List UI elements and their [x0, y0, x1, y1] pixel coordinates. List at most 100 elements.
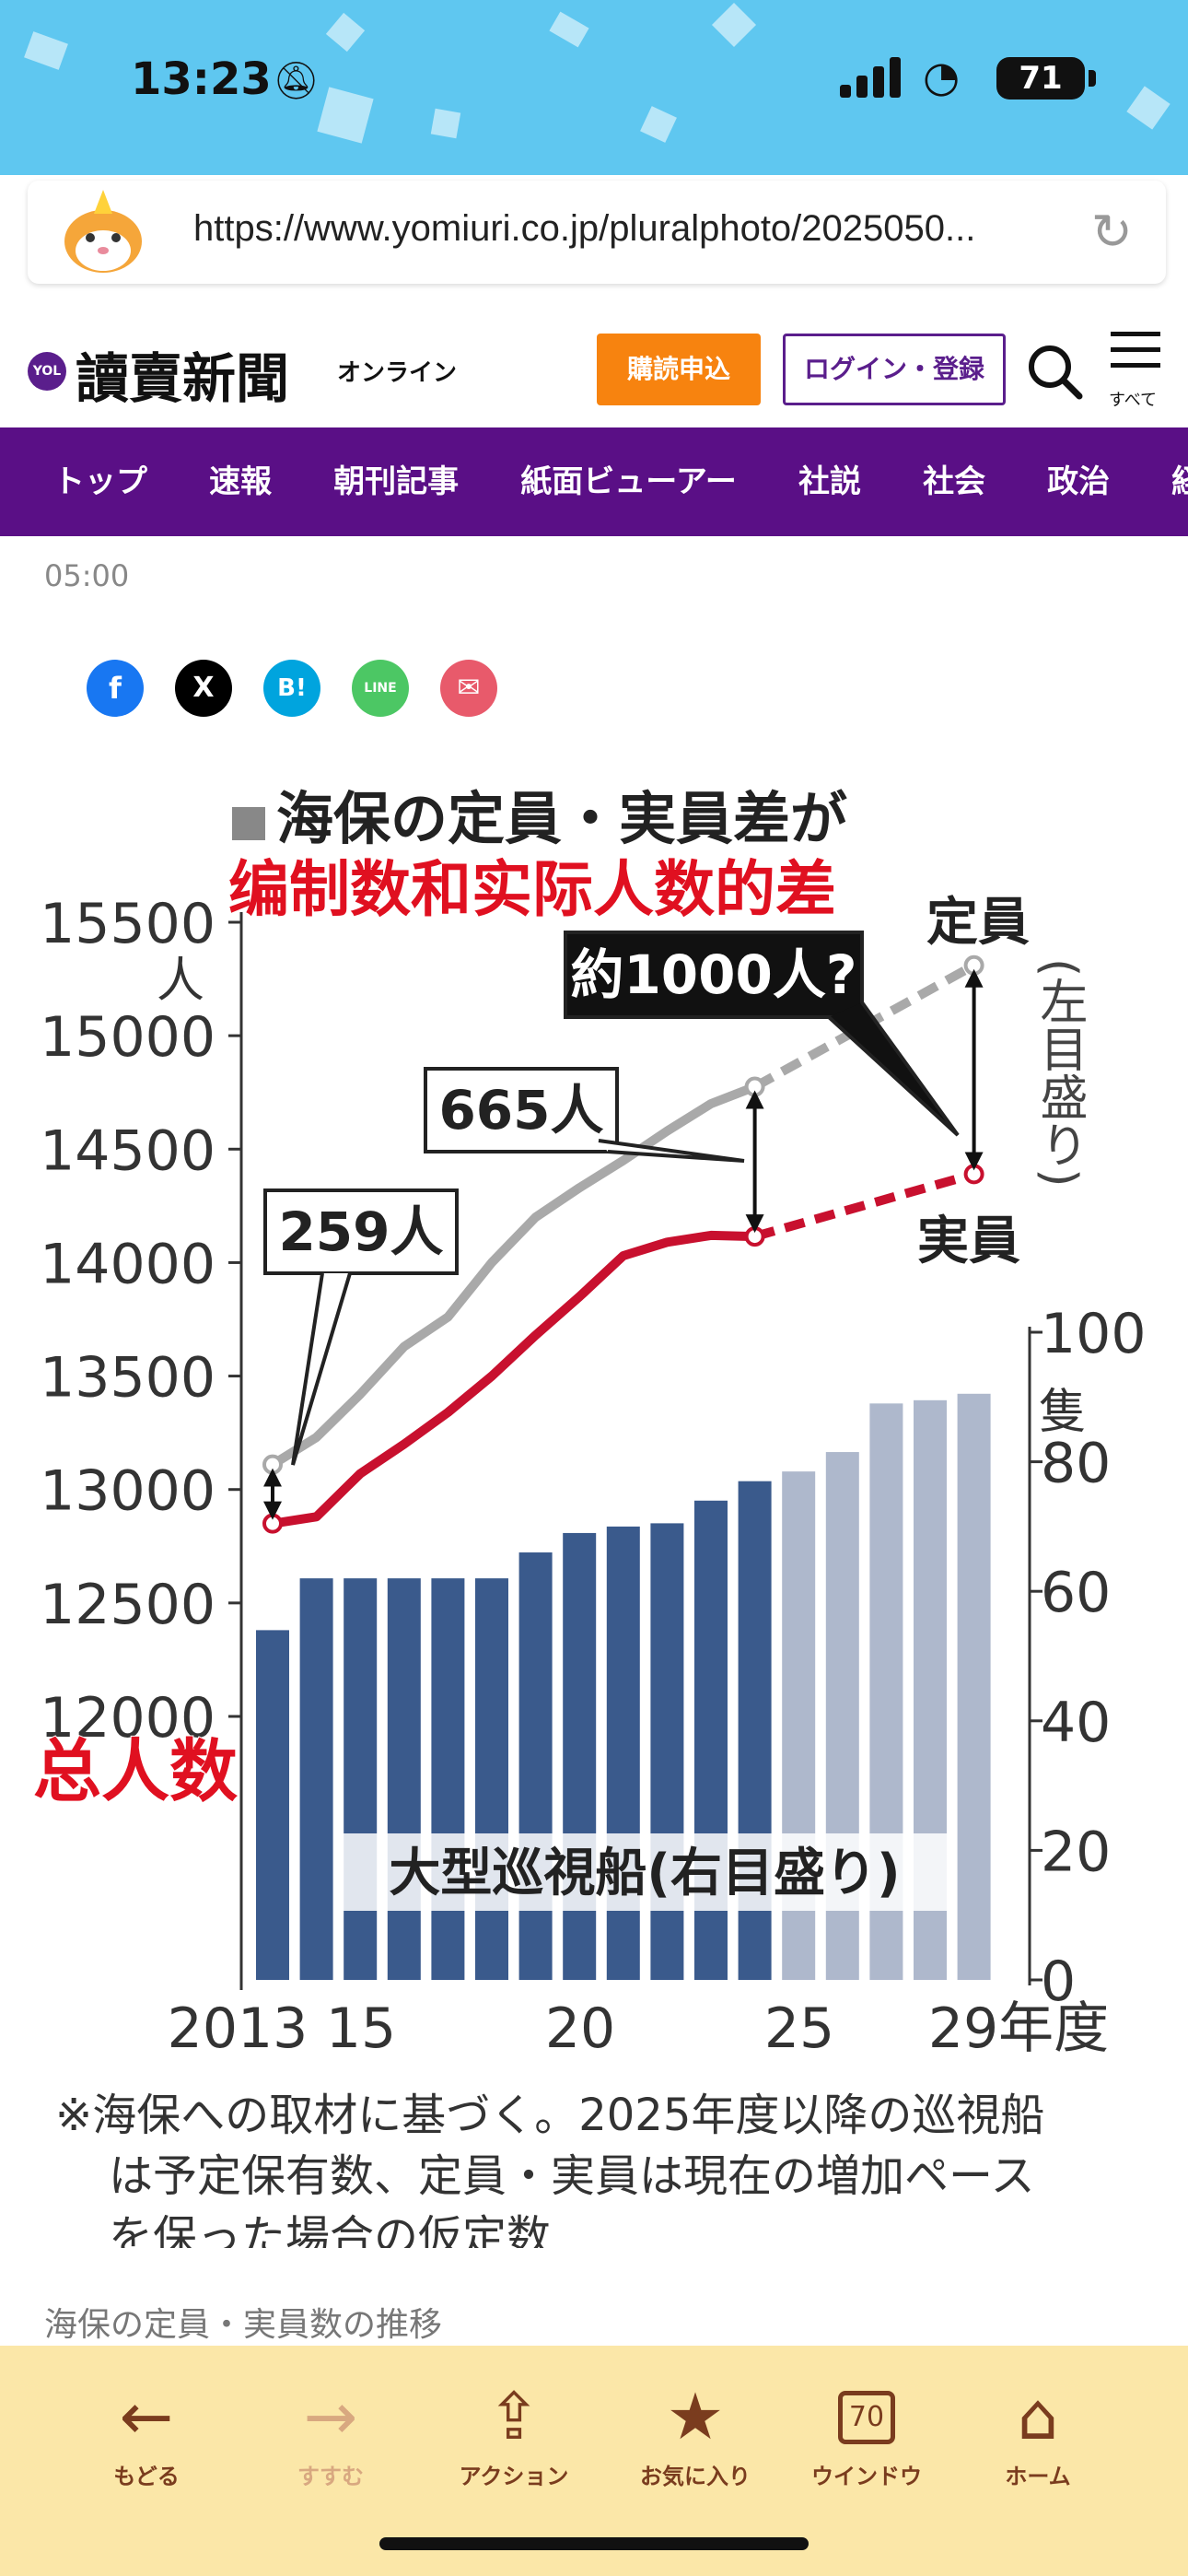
forward-label: すすむ [297, 2464, 364, 2489]
teiin-line [270, 1082, 757, 1469]
cellular-signal-icon [840, 57, 906, 98]
wifi-icon: ◔ [923, 52, 961, 101]
bar-2018 [475, 1578, 508, 1980]
site-header: YOL 讀賣新聞 オンライン 購読申込 ログイン・登録 すべて [0, 313, 1188, 427]
x-tick-label-29年度: 29年度 [928, 1996, 1109, 2061]
line-series [262, 954, 984, 1534]
hamburger-menu-icon[interactable] [1111, 332, 1160, 379]
image-caption: 海保の定員・実員数の推移 [44, 2306, 443, 2344]
callout-1000-box [564, 931, 864, 1019]
left-tick-label-15000: 15000 [40, 1005, 215, 1070]
nav-item-viewer[interactable]: 紙面ビューアー [520, 463, 737, 500]
nav-item-morning[interactable]: 朝刊記事 [333, 463, 460, 500]
nav-item-top[interactable]: トップ [53, 463, 147, 500]
line-icon[interactable]: LINE [352, 660, 409, 717]
nav-item-politics[interactable]: 政治 [1047, 463, 1111, 500]
windows-button[interactable]: 70 ウインドウ [798, 2379, 936, 2490]
overlay-title-chinese: 编制数和实际人数的差 [228, 854, 836, 925]
menu-all-label[interactable]: すべて [1109, 391, 1158, 410]
mail-icon[interactable]: ✉ [440, 660, 497, 717]
point-marker-4 [744, 1226, 765, 1247]
label-jitsuin: 実員 [917, 1212, 1020, 1271]
x-tick-label-25: 25 [764, 1996, 834, 2061]
left-tick-label-14500: 14500 [40, 1118, 215, 1183]
callout-665-box [424, 1067, 619, 1153]
chart-image: 15500 15000 14500 14000 13500 13000 12500 12000… [0, 755, 1188, 2263]
confetti-decoration [317, 87, 374, 144]
nav-item-breaking[interactable]: 速報 [209, 463, 273, 500]
status-bar: 13:23 🔕︎ ◔ 71 [0, 0, 1188, 175]
point-marker-5 [963, 1164, 984, 1185]
star-icon: ★ [666, 2379, 725, 2454]
confetti-decoration [711, 2, 757, 48]
left-axis-unit: 人 [157, 954, 204, 1009]
forward-arrow-icon: → [303, 2379, 358, 2454]
label-ships: 大型巡視船(右目盛り) [389, 1844, 900, 1903]
footnote-line-2: を保った場合の仮定数 [109, 2211, 551, 2248]
left-tick-label-14000: 14000 [40, 1232, 215, 1296]
facebook-icon[interactable]: f [87, 660, 144, 717]
forward-button[interactable]: → すすむ [262, 2379, 400, 2490]
yol-logo-icon[interactable]: YOL [28, 352, 66, 391]
back-arrow-icon: ← [119, 2379, 174, 2454]
nav-item-society[interactable]: 社会 [923, 463, 986, 500]
back-label: もどる [113, 2464, 180, 2489]
point-marker-2 [963, 954, 984, 976]
callout-259-pointer [291, 1272, 352, 1466]
action-label: アクション [459, 2464, 569, 2489]
confetti-decoration [325, 12, 366, 53]
right-tick-label-20: 20 [1041, 1820, 1111, 1884]
bar-2014 [299, 1578, 333, 1980]
category-nav: トップ 速報 朝刊記事 紙面ビューアー 社説 社会 政治 経 [0, 427, 1188, 536]
confetti-decoration [430, 108, 461, 139]
action-button[interactable]: ⇪ アクション [445, 2379, 583, 2490]
home-icon: ⌂ [1017, 2379, 1059, 2454]
reload-icon[interactable]: ↻ [1090, 203, 1133, 261]
nav-item-economy[interactable]: 経 [1171, 463, 1188, 500]
bar-2019 [518, 1552, 553, 1980]
confetti-decoration [1126, 86, 1171, 130]
back-button[interactable]: ← もどる [77, 2379, 215, 2490]
favorites-label: お気に入り [640, 2464, 751, 2489]
bar-2013 [256, 1630, 289, 1980]
login-register-button[interactable]: ログイン・登録 [783, 334, 1006, 405]
search-icon[interactable] [1024, 341, 1085, 402]
bar-2029 [957, 1393, 991, 1980]
guinea-pig-mascot-icon [64, 190, 142, 273]
x-tick-label-20: 20 [545, 1996, 615, 2061]
status-time: 13:23 [131, 53, 272, 105]
home-button[interactable]: ⌂ ホーム [969, 2379, 1107, 2490]
url-text[interactable]: https://www.yomiuri.co.jp/pluralphoto/20… [193, 208, 976, 249]
ships-label-box [341, 1833, 949, 1911]
site-logo-subtitle: オンライン [337, 359, 458, 387]
point-marker-0 [262, 1454, 283, 1475]
site-logo-title[interactable]: 讀賣新聞 [76, 347, 290, 410]
favorites-button[interactable]: ★ お気に入り [626, 2379, 764, 2490]
label-teiin: 定員 [926, 893, 1030, 953]
article-timestamp: 05:00 [44, 558, 130, 593]
windows-icon: 70 [838, 2390, 895, 2444]
bar-2017 [431, 1578, 465, 1980]
right-tick-label-0: 0 [1041, 1950, 1076, 2014]
confetti-decoration [549, 11, 589, 48]
bar-2022 [650, 1523, 684, 1980]
right-tick-label-100: 100 [1041, 1302, 1147, 1366]
left-tick-label-13500: 13500 [40, 1346, 215, 1411]
hatena-bookmark-icon[interactable]: B! [263, 660, 320, 717]
address-bar[interactable]: https://www.yomiuri.co.jp/pluralphoto/20… [28, 181, 1166, 284]
bar-2020 [563, 1532, 597, 1980]
x-icon[interactable]: X [175, 660, 232, 717]
callout-665-text: 665人 [438, 1079, 603, 1142]
right-tick-label-40: 40 [1041, 1691, 1111, 1755]
jitsuin-line [272, 1230, 755, 1528]
battery-level: 71 [1019, 60, 1063, 97]
point-marker-1 [744, 1076, 765, 1097]
silent-bell-icon: 🔕︎ [273, 60, 320, 102]
subscribe-button[interactable]: 購読申込 [597, 334, 761, 405]
axes: 15500 15000 14500 14000 13500 13000 12500 12000… [40, 892, 1146, 2061]
chart-title-cube-icon [232, 807, 265, 840]
x-tick-label-15: 15 [326, 1996, 396, 2061]
nav-item-editorial[interactable]: 社説 [798, 463, 861, 500]
bar-2021 [606, 1526, 640, 1980]
